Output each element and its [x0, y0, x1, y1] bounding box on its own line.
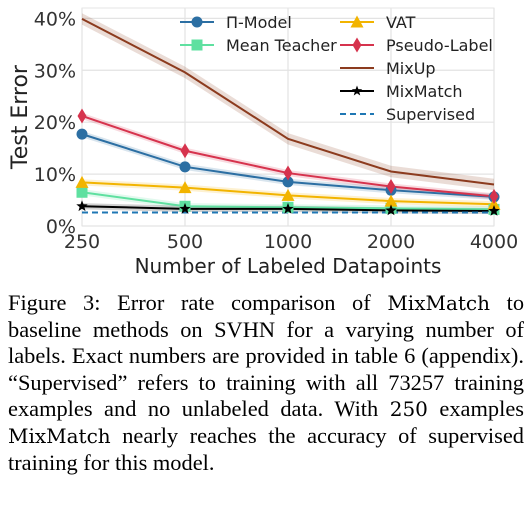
y-axis-label: Test Error	[8, 64, 33, 170]
x-tick-label: 250	[64, 231, 100, 253]
point-marker	[350, 15, 364, 28]
point-marker	[282, 176, 294, 188]
caption-text-3: examples	[439, 396, 524, 422]
legend-label: Π-Model	[226, 13, 292, 32]
legend-label: VAT	[386, 13, 416, 32]
x-tick-labels: 250 500 1000 2000 4000	[64, 231, 518, 253]
caption-text-2: to baseline methods on SVHN for a varyin…	[8, 290, 525, 422]
point-marker	[386, 179, 396, 195]
point-marker	[77, 108, 87, 124]
point-marker	[191, 39, 203, 51]
chart-figure: 0% 10% 20% 30% 40% 250 500 1000 2000 4000 Test E…	[8, 7, 518, 278]
x-tick-label: 4000	[470, 231, 518, 253]
point-marker	[489, 188, 499, 204]
y-tick-label: 20%	[34, 112, 76, 134]
point-marker	[191, 16, 203, 28]
y-tick-label: 0%	[46, 216, 76, 238]
y-tick-label: 10%	[34, 164, 76, 186]
point-marker	[76, 186, 88, 198]
figure-caption: Figure 3: Error rate comparison of MixMa…	[8, 290, 524, 476]
point-marker	[352, 37, 362, 53]
series-markers	[75, 108, 501, 216]
series-line	[81, 18, 495, 186]
y-tick-labels: 0% 10% 20% 30% 40%	[34, 8, 76, 238]
caption-example-count: 250	[389, 397, 428, 422]
point-marker	[281, 188, 295, 201]
caption-method-name: MixMatch	[387, 291, 490, 315]
series-band	[82, 112, 494, 200]
point-marker	[282, 202, 294, 214]
x-tick-label: 2000	[367, 231, 415, 253]
point-marker	[76, 128, 88, 140]
caption-text-1: Error rate comparison of	[117, 290, 371, 315]
legend-label: Supervised	[386, 105, 475, 124]
y-tick-label: 40%	[34, 8, 76, 30]
caption-label: Figure 3:	[8, 290, 101, 315]
point-marker	[76, 200, 88, 212]
x-tick-label: 500	[167, 231, 203, 253]
point-marker	[384, 194, 398, 207]
legend-label: Mean Teacher	[226, 36, 337, 55]
point-marker	[179, 161, 191, 173]
point-marker	[351, 85, 363, 96]
legend-label: MixMatch	[386, 82, 463, 101]
x-axis-label: Number of Labeled Datapoints	[135, 254, 442, 278]
point-marker	[283, 165, 293, 181]
point-marker	[488, 204, 500, 216]
point-marker	[180, 143, 190, 159]
legend-label: MixUp	[386, 59, 436, 78]
point-marker	[178, 181, 192, 194]
legend-label: Pseudo-Label	[386, 36, 493, 55]
x-tick-label: 1000	[264, 231, 312, 253]
line-chart: 0% 10% 20% 30% 40% 250 500 1000 2000 4000 Test E…	[8, 7, 518, 278]
point-marker	[179, 202, 191, 214]
point-marker	[385, 204, 397, 216]
caption-text-4: nearly reaches the accuracy of supervise…	[8, 422, 524, 475]
y-tick-label: 30%	[34, 60, 76, 82]
caption-method-name-2: MixMatch	[8, 423, 111, 448]
point-marker	[75, 175, 89, 188]
legend: Π-Model Mean Teacher VAT Pseudo-Label MixUp M…	[180, 13, 493, 124]
